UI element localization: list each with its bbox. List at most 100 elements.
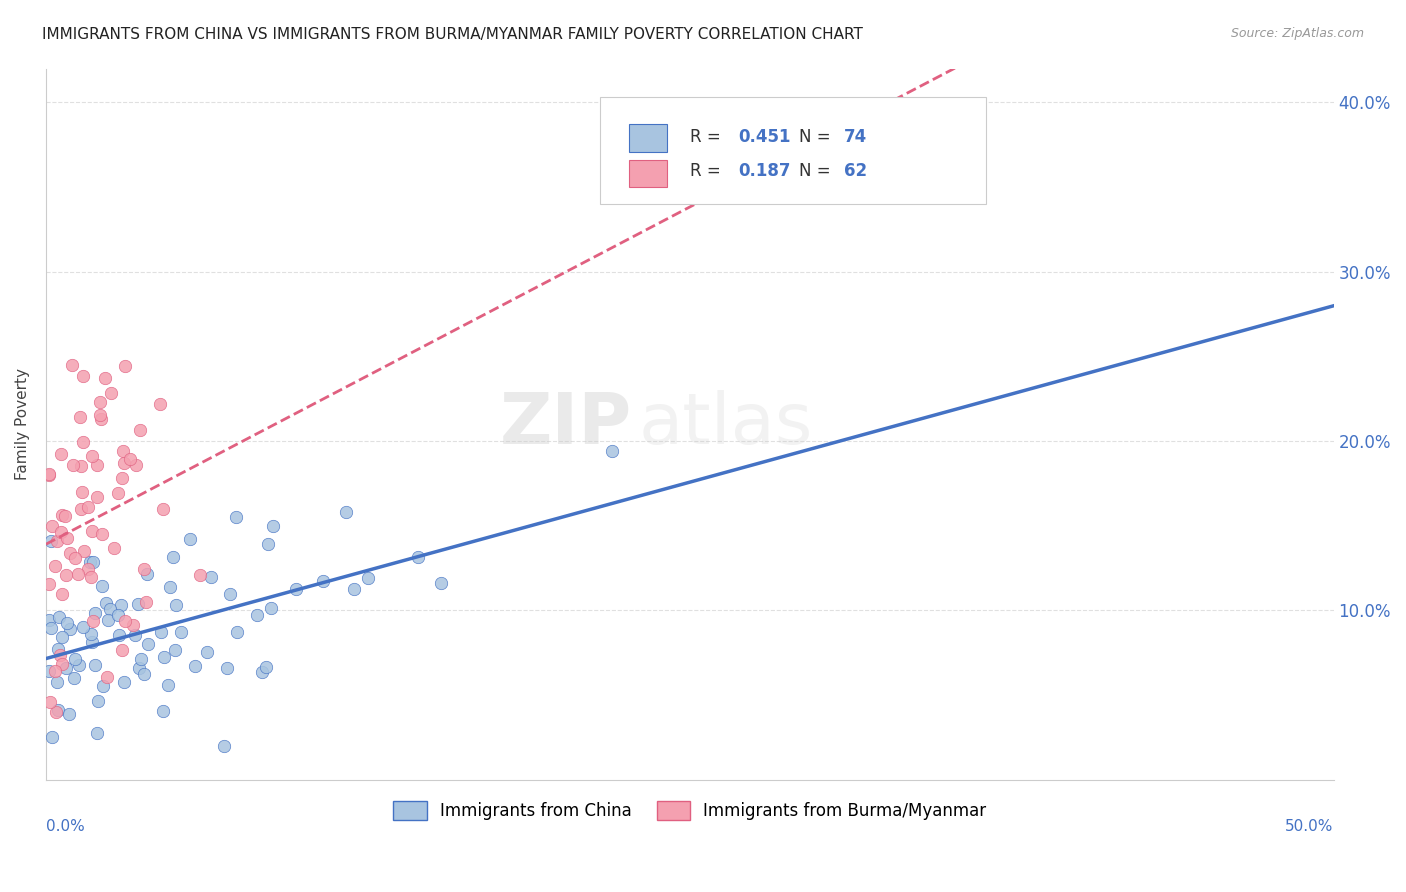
Point [111,642,134,657]
Point [72,620,94,634]
Point [254,659,277,673]
Point [59,622,82,636]
Point [55,531,77,545]
Point [600,444,623,458]
Y-axis label: Family Poverty: Family Poverty [15,368,30,480]
Point [152,704,174,718]
Point [262,518,284,533]
Point [63,551,86,566]
Point [170,625,193,640]
Point [136,637,159,651]
Point [111,470,134,484]
Text: ZIP: ZIP [499,390,631,458]
Point [118,452,141,467]
Point [98,602,121,616]
Point [80,627,103,641]
Point [134,667,156,681]
Point [44,559,66,574]
Point [103,541,125,555]
Point [226,624,249,639]
Point [107,485,129,500]
Point [51,586,73,600]
Point [66,566,89,581]
Point [343,582,366,597]
Text: R =: R = [690,162,725,180]
Point [159,580,181,594]
Point [179,532,201,546]
Point [91,527,114,541]
Point [67,658,90,673]
Point [38,613,60,627]
Point [200,569,222,583]
Point [406,550,429,565]
Point [38,695,60,709]
Point [51,508,73,523]
Point [63,671,86,685]
Text: 0.187: 0.187 [738,162,792,180]
Point [83,606,105,620]
Point [256,537,278,551]
Point [152,501,174,516]
Text: 0.0%: 0.0% [46,819,84,834]
Point [72,368,94,383]
Point [51,657,73,672]
Point [157,678,180,692]
Text: N =: N = [799,162,837,180]
Point [69,409,91,424]
Point [335,505,357,519]
Text: 74: 74 [845,128,868,145]
Point [96,670,118,684]
Point [153,650,176,665]
Point [55,567,77,582]
Point [86,726,108,740]
Text: 50.0%: 50.0% [1285,819,1334,834]
Point [48,610,70,624]
Point [51,630,73,644]
Point [132,562,155,576]
Point [46,703,69,717]
Point [124,628,146,642]
Point [80,570,103,584]
Point [38,576,60,591]
Point [49,648,72,662]
Point [260,600,283,615]
Point [91,680,114,694]
Point [100,386,122,401]
Text: R =: R = [690,128,725,145]
Point [149,624,172,639]
Point [41,519,63,533]
Point [110,598,132,612]
Text: 62: 62 [845,162,868,180]
Point [129,423,152,437]
Point [114,614,136,628]
Point [58,706,80,721]
Point [46,642,69,657]
Point [80,524,103,538]
Point [127,597,149,611]
Point [53,508,76,523]
Point [429,576,451,591]
Point [86,694,108,708]
Point [90,579,112,593]
Point [89,408,111,422]
Point [39,534,62,549]
Point [219,587,242,601]
Point [38,467,60,482]
Point [128,660,150,674]
Point [122,618,145,632]
Point [108,627,131,641]
Point [80,635,103,649]
Point [215,660,238,674]
Point [45,675,67,690]
Point [45,705,67,719]
Point [77,500,100,515]
Point [38,467,60,482]
Point [44,664,66,678]
Point [82,556,104,570]
Point [94,596,117,610]
Point [70,502,93,516]
Point [114,674,136,689]
Point [212,739,235,753]
Point [51,447,73,461]
Point [59,546,82,560]
